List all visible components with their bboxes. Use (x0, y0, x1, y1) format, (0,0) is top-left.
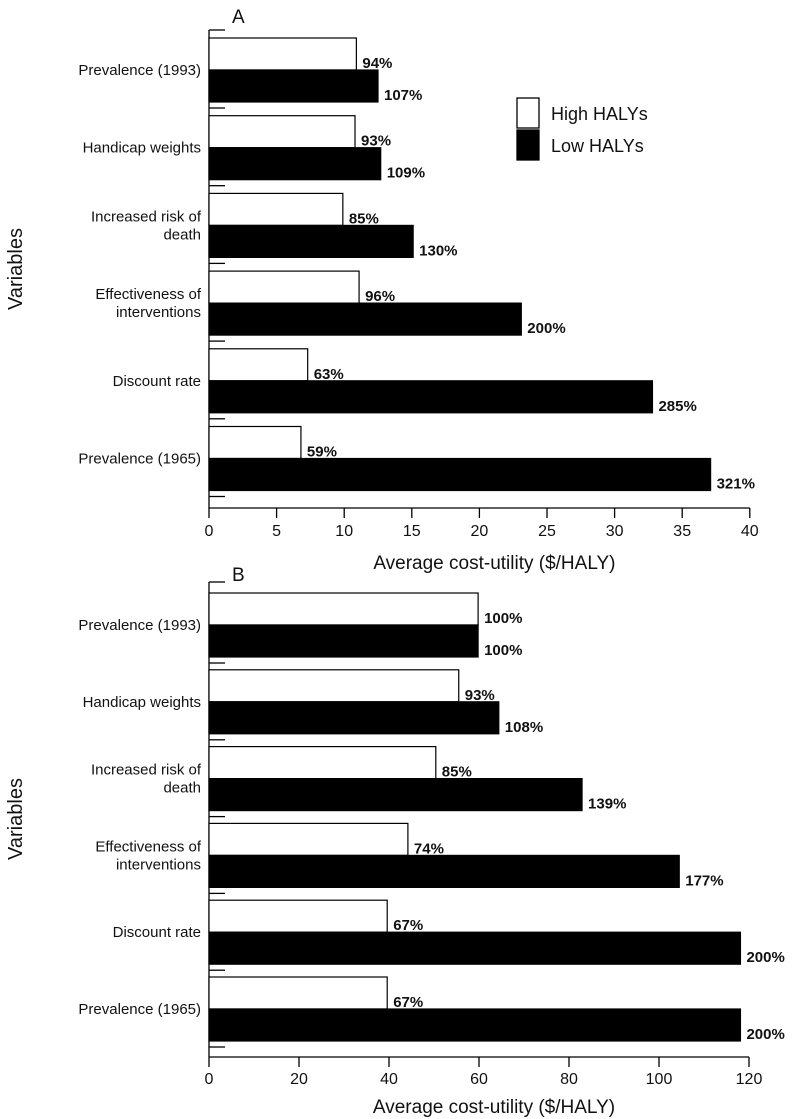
data-label: 67% (393, 994, 423, 1011)
x-axis-title: Average cost-utility ($/HALY) (373, 553, 615, 574)
panel-label: B (232, 565, 245, 586)
data-label: 100% (484, 610, 522, 627)
category-label: death (163, 780, 201, 797)
category-label: interventions (116, 856, 201, 873)
bar-low-halys (208, 777, 583, 812)
data-label: 285% (658, 398, 696, 415)
category-label: Handicap weights (83, 694, 201, 711)
data-label: 130% (419, 242, 457, 259)
bar-high-halys (208, 348, 309, 382)
x-tick-label: 15 (403, 523, 421, 540)
data-label: 59% (307, 444, 337, 461)
category-label: Prevalence (1993) (78, 617, 201, 634)
data-label: 177% (685, 872, 723, 889)
data-label: 94% (362, 55, 392, 72)
x-tick-label: 35 (673, 523, 691, 540)
x-tick-label: 0 (205, 523, 214, 540)
category-label: Increased risk of (91, 208, 202, 225)
data-label: 200% (746, 949, 784, 966)
bar-high-halys (208, 115, 356, 149)
data-label: 108% (505, 719, 543, 736)
bar-high-halys (208, 192, 344, 226)
bar-high-halys (208, 669, 460, 703)
x-tick-label: 0 (205, 1071, 214, 1088)
bar-low-halys (208, 854, 680, 889)
category-label: Discount rate (113, 373, 201, 390)
data-label: 93% (361, 133, 391, 150)
data-label: 107% (384, 87, 422, 104)
bar-low-halys (208, 931, 742, 965)
data-label: 63% (314, 366, 344, 383)
bar-high-halys (208, 822, 409, 857)
panel-label: A (232, 7, 245, 28)
bar-low-halys (208, 69, 379, 103)
x-axis-title: Average cost-utility ($/HALY) (373, 1097, 615, 1118)
x-tick-label: 20 (290, 1071, 308, 1088)
category-label: Handicap weights (83, 140, 201, 157)
category-label: Prevalence (1965) (78, 1001, 201, 1018)
y-axis-title: Variables (5, 228, 27, 310)
x-tick-label: 100 (646, 1071, 673, 1088)
chart-panel-b: B Variables 100% 100% Prevalence (1993) 93% 10… (5, 565, 785, 1118)
legend-label: High HALYs (551, 104, 648, 124)
x-tick-label: 80 (560, 1071, 578, 1088)
category-label: Effectiveness of (95, 838, 201, 855)
category-label: interventions (116, 304, 201, 321)
data-label: 85% (349, 210, 379, 227)
legend-label: Low HALYs (551, 136, 644, 156)
data-label: 67% (393, 917, 423, 934)
bar-low-halys (208, 302, 522, 336)
bar-low-halys (208, 1008, 742, 1042)
y-axis-title: Variables (5, 778, 27, 860)
category-label: Discount rate (113, 924, 201, 941)
x-tick-label: 60 (470, 1071, 488, 1088)
legend: High HALYs Low HALYs (516, 97, 648, 161)
data-label: 139% (588, 796, 626, 813)
category-label: Increased risk of (91, 762, 202, 779)
x-tick-label: 5 (272, 523, 281, 540)
data-label: 200% (527, 320, 565, 337)
bar-low-halys (208, 380, 654, 414)
x-tick-label: 120 (736, 1071, 763, 1088)
data-label: 74% (414, 840, 444, 857)
category-label: Prevalence (1993) (78, 62, 201, 79)
bar-low-halys (208, 624, 479, 658)
category-label: Effectiveness of (95, 286, 201, 303)
bar-low-halys (208, 224, 414, 258)
data-label: 100% (484, 642, 522, 659)
bar-low-halys (208, 147, 382, 181)
bar-high-halys (208, 425, 302, 460)
bar-high-halys (208, 976, 388, 1010)
bar-high-halys (208, 592, 479, 626)
bar-low-halys (208, 457, 712, 492)
bar-high-halys (208, 899, 388, 933)
bar-high-halys (208, 37, 357, 71)
data-label: 93% (465, 687, 495, 704)
bar-high-halys (208, 270, 360, 304)
data-label: 109% (387, 165, 425, 182)
data-label: 85% (442, 764, 472, 781)
data-label: 200% (746, 1026, 784, 1043)
x-tick-label: 40 (380, 1071, 398, 1088)
x-tick-label: 30 (606, 523, 624, 540)
legend-swatch-high-halys (516, 97, 540, 129)
data-label: 96% (365, 288, 395, 305)
legend-swatch-low-halys (516, 129, 540, 161)
x-tick-label: 10 (335, 523, 353, 540)
bar-high-halys (208, 745, 437, 780)
category-label: Prevalence (1965) (78, 451, 201, 468)
x-tick-label: 20 (471, 523, 489, 540)
x-tick-label: 40 (741, 523, 759, 540)
bar-low-halys (208, 701, 500, 735)
data-label: 321% (717, 476, 755, 493)
x-tick-label: 25 (538, 523, 556, 540)
category-label: death (163, 226, 201, 243)
